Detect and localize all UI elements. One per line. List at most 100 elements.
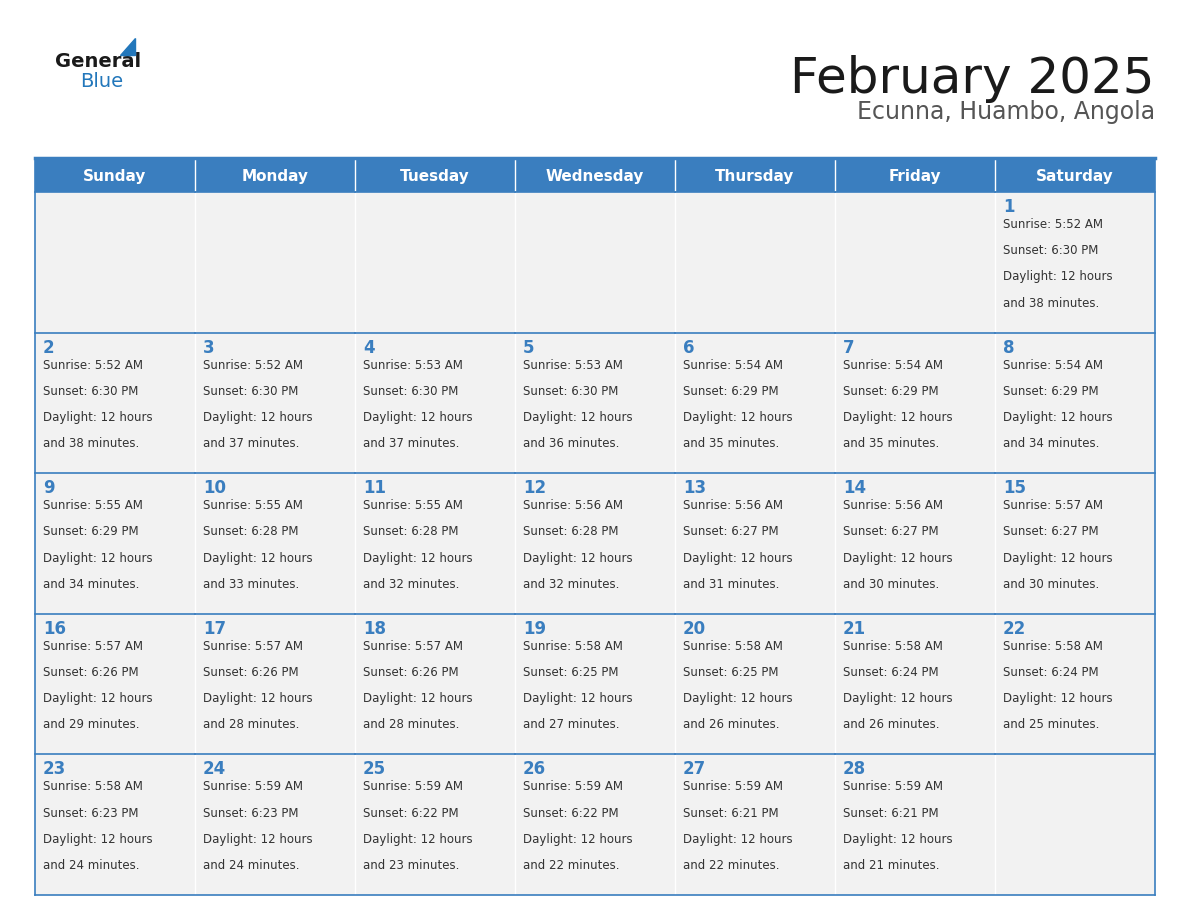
Bar (34, 473, 195, 614)
Text: Daylight: 12 hours: Daylight: 12 hours (43, 411, 152, 424)
Text: Sunset: 6:26 PM: Sunset: 6:26 PM (203, 666, 298, 679)
Text: Sunrise: 5:58 AM: Sunrise: 5:58 AM (523, 640, 623, 653)
Text: Sunrise: 5:53 AM: Sunrise: 5:53 AM (364, 359, 463, 372)
Text: Sunset: 6:29 PM: Sunset: 6:29 PM (683, 385, 778, 397)
Text: and 35 minutes.: and 35 minutes. (683, 437, 779, 450)
Text: 23: 23 (43, 760, 67, 778)
Text: Sunset: 6:22 PM: Sunset: 6:22 PM (523, 807, 619, 820)
Text: Sunset: 6:26 PM: Sunset: 6:26 PM (43, 666, 139, 679)
Text: and 24 minutes.: and 24 minutes. (203, 859, 299, 872)
Text: Daylight: 12 hours: Daylight: 12 hours (843, 692, 953, 705)
Bar (516, 332, 675, 473)
Text: Daylight: 12 hours: Daylight: 12 hours (203, 552, 312, 565)
Text: 17: 17 (203, 620, 226, 638)
Text: Sunset: 6:22 PM: Sunset: 6:22 PM (364, 807, 459, 820)
Text: Daylight: 12 hours: Daylight: 12 hours (203, 411, 312, 424)
Text: Sunset: 6:25 PM: Sunset: 6:25 PM (523, 666, 619, 679)
Text: Sunrise: 5:58 AM: Sunrise: 5:58 AM (1003, 640, 1102, 653)
Text: Sunset: 6:24 PM: Sunset: 6:24 PM (843, 666, 939, 679)
Text: Sunset: 6:29 PM: Sunset: 6:29 PM (1003, 385, 1099, 397)
Text: 16: 16 (43, 620, 67, 638)
Bar (675, 473, 835, 614)
Text: Sunset: 6:27 PM: Sunset: 6:27 PM (683, 525, 778, 538)
Text: Sunrise: 5:54 AM: Sunrise: 5:54 AM (1003, 359, 1102, 372)
Text: 15: 15 (1003, 479, 1026, 498)
Text: 14: 14 (843, 479, 866, 498)
Bar (516, 755, 675, 895)
Text: and 30 minutes.: and 30 minutes. (843, 577, 940, 591)
Polygon shape (120, 38, 135, 55)
Text: Sunrise: 5:57 AM: Sunrise: 5:57 AM (364, 640, 463, 653)
Text: Daylight: 12 hours: Daylight: 12 hours (523, 552, 633, 565)
Text: 9: 9 (43, 479, 55, 498)
Bar (34, 614, 195, 755)
Text: 28: 28 (843, 760, 866, 778)
Text: Sunset: 6:25 PM: Sunset: 6:25 PM (683, 666, 778, 679)
Bar (835, 332, 996, 473)
Text: Sunrise: 5:56 AM: Sunrise: 5:56 AM (843, 499, 943, 512)
Text: Sunrise: 5:55 AM: Sunrise: 5:55 AM (364, 499, 463, 512)
Text: Sunset: 6:26 PM: Sunset: 6:26 PM (364, 666, 459, 679)
Text: and 25 minutes.: and 25 minutes. (1003, 719, 1099, 732)
Bar (34, 755, 195, 895)
Text: Monday: Monday (241, 169, 309, 184)
Text: Daylight: 12 hours: Daylight: 12 hours (1003, 552, 1113, 565)
Text: Sunrise: 5:59 AM: Sunrise: 5:59 AM (364, 780, 463, 793)
Text: Sunset: 6:30 PM: Sunset: 6:30 PM (523, 385, 619, 397)
Text: Daylight: 12 hours: Daylight: 12 hours (364, 552, 473, 565)
Text: and 34 minutes.: and 34 minutes. (1003, 437, 1099, 450)
Text: Daylight: 12 hours: Daylight: 12 hours (683, 692, 792, 705)
Text: and 21 minutes.: and 21 minutes. (843, 859, 940, 872)
Text: Sunrise: 5:57 AM: Sunrise: 5:57 AM (1003, 499, 1102, 512)
Bar (835, 192, 996, 332)
Text: Sunrise: 5:56 AM: Sunrise: 5:56 AM (523, 499, 623, 512)
Text: Daylight: 12 hours: Daylight: 12 hours (364, 692, 473, 705)
Text: and 35 minutes.: and 35 minutes. (843, 437, 940, 450)
Text: 27: 27 (683, 760, 706, 778)
Text: and 31 minutes.: and 31 minutes. (683, 577, 779, 591)
Text: Saturday: Saturday (1036, 169, 1114, 184)
Bar (835, 160, 996, 192)
Bar (996, 755, 1155, 895)
Text: and 37 minutes.: and 37 minutes. (203, 437, 299, 450)
Text: Daylight: 12 hours: Daylight: 12 hours (1003, 271, 1113, 284)
Text: Sunset: 6:21 PM: Sunset: 6:21 PM (843, 807, 939, 820)
Bar (34, 192, 195, 332)
Text: Sunrise: 5:53 AM: Sunrise: 5:53 AM (523, 359, 623, 372)
Text: Sunrise: 5:58 AM: Sunrise: 5:58 AM (683, 640, 783, 653)
Text: and 29 minutes.: and 29 minutes. (43, 719, 139, 732)
Text: 20: 20 (683, 620, 706, 638)
Text: Sunrise: 5:59 AM: Sunrise: 5:59 AM (843, 780, 943, 793)
Text: Daylight: 12 hours: Daylight: 12 hours (683, 411, 792, 424)
Text: Sunrise: 5:55 AM: Sunrise: 5:55 AM (203, 499, 303, 512)
Text: Friday: Friday (889, 169, 941, 184)
Bar (516, 614, 675, 755)
Text: Daylight: 12 hours: Daylight: 12 hours (523, 411, 633, 424)
Text: Sunset: 6:23 PM: Sunset: 6:23 PM (203, 807, 298, 820)
Text: Sunset: 6:30 PM: Sunset: 6:30 PM (364, 385, 459, 397)
Text: 5: 5 (523, 339, 535, 356)
Bar (675, 160, 835, 192)
Bar (675, 192, 835, 332)
Text: and 27 minutes.: and 27 minutes. (523, 719, 619, 732)
Text: Ecunna, Huambo, Angola: Ecunna, Huambo, Angola (857, 100, 1155, 124)
Text: Sunset: 6:23 PM: Sunset: 6:23 PM (43, 807, 139, 820)
Bar (355, 473, 516, 614)
Text: Sunset: 6:29 PM: Sunset: 6:29 PM (843, 385, 939, 397)
Text: 7: 7 (843, 339, 854, 356)
Text: Daylight: 12 hours: Daylight: 12 hours (1003, 692, 1113, 705)
Text: Daylight: 12 hours: Daylight: 12 hours (843, 552, 953, 565)
Text: and 28 minutes.: and 28 minutes. (364, 719, 460, 732)
Text: Sunset: 6:28 PM: Sunset: 6:28 PM (364, 525, 459, 538)
Bar (195, 192, 355, 332)
Bar (996, 614, 1155, 755)
Text: Sunrise: 5:59 AM: Sunrise: 5:59 AM (203, 780, 303, 793)
Text: 1: 1 (1003, 198, 1015, 216)
Text: Daylight: 12 hours: Daylight: 12 hours (683, 833, 792, 845)
Text: 25: 25 (364, 760, 386, 778)
Text: Sunrise: 5:58 AM: Sunrise: 5:58 AM (43, 780, 143, 793)
Text: Sunrise: 5:52 AM: Sunrise: 5:52 AM (43, 359, 143, 372)
Text: and 23 minutes.: and 23 minutes. (364, 859, 460, 872)
Text: Sunset: 6:24 PM: Sunset: 6:24 PM (1003, 666, 1099, 679)
Text: and 22 minutes.: and 22 minutes. (683, 859, 779, 872)
